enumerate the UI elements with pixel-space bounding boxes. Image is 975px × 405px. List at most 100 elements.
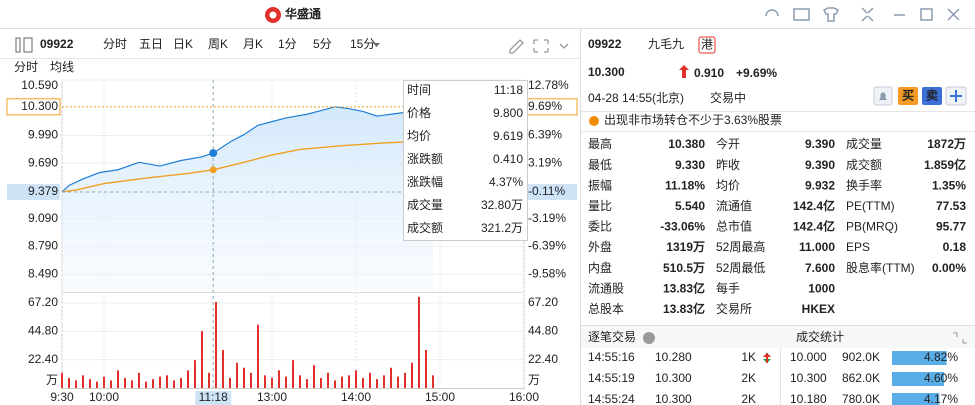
volume-bar	[292, 360, 294, 388]
period-tab[interactable]: 月K	[243, 37, 263, 51]
period-tab[interactable]: 1分	[278, 37, 297, 51]
stat-label: 总市值	[716, 219, 752, 234]
y-tick-label: 9.990	[28, 128, 58, 142]
volume-bar	[341, 376, 343, 388]
x-tick-label: 16:00	[509, 390, 539, 404]
trade-volume: 1K	[741, 350, 756, 364]
buy-button[interactable]	[898, 87, 918, 105]
stat-value: 9.390	[805, 158, 835, 172]
volume-bar	[390, 367, 392, 388]
logo-icon	[269, 11, 277, 19]
volume-tick-label: 22.40	[528, 352, 558, 366]
stat-label: 交易所	[716, 301, 752, 316]
stat-value: HKEX	[802, 302, 835, 316]
dist-price: 10.000	[790, 350, 827, 364]
legend-item[interactable]: 分时	[14, 60, 38, 74]
period-tab[interactable]: 周K	[208, 37, 228, 51]
sell-button[interactable]	[922, 87, 942, 105]
stat-label: 总股本	[588, 302, 624, 316]
volume-tick-label: 22.40	[28, 352, 58, 366]
market-badge	[698, 36, 716, 54]
volume-bar	[138, 372, 140, 388]
dist-bar	[892, 393, 940, 405]
tooltip-value: 321.2万	[481, 221, 523, 235]
quote-status: 交易中	[710, 90, 746, 105]
stat-value: 142.4亿	[793, 219, 835, 234]
x-tick-label: 14:00	[341, 390, 371, 404]
volume-bar	[68, 377, 70, 388]
maximize-icon[interactable]	[920, 8, 933, 21]
quote-change-pct: +9.69%	[736, 66, 777, 80]
volume-bar	[299, 375, 301, 388]
dist-volume: 862.0K	[842, 371, 880, 385]
panel-toggle[interactable]	[23, 37, 33, 53]
stat-value: 7.600	[805, 261, 835, 275]
volume-unit: 万	[46, 373, 58, 387]
expand-icon[interactable]	[953, 332, 967, 344]
stat-label: 每手	[716, 280, 740, 295]
period-tab[interactable]: 5分	[313, 37, 332, 51]
volume-bar	[264, 375, 266, 388]
collapse-icon[interactable]	[559, 43, 569, 49]
volume-bar	[285, 376, 287, 388]
stat-label: 换手率	[846, 177, 882, 192]
x-tick-label: 15:00	[425, 390, 455, 404]
volume-bar	[313, 365, 315, 388]
stat-value: 95.77	[936, 220, 966, 234]
trade-volume: 2K	[741, 371, 756, 385]
y-tick-label: 9.090	[28, 211, 58, 225]
period-tab[interactable]: 五日	[139, 37, 163, 51]
close-icon[interactable]	[947, 8, 960, 21]
volume-bar	[173, 380, 175, 388]
window-icons	[765, 7, 960, 22]
last-price-label: 10.300	[21, 99, 58, 113]
fullscreen-icon[interactable]	[533, 39, 549, 53]
volume-bar	[425, 350, 427, 388]
volume-tick-label: 67.20	[528, 295, 558, 309]
tooltip-value: 9.800	[493, 106, 523, 120]
volume-bar	[187, 370, 189, 388]
stat-value: 11.000	[799, 240, 835, 254]
volume-bar	[159, 376, 161, 388]
volume-tick-label: 44.80	[28, 323, 58, 337]
dropdown-arrow[interactable]	[373, 43, 380, 47]
x-tick-label: 13:00	[257, 390, 287, 404]
stat-label: 内盘	[588, 260, 612, 275]
volume-tick-label: 67.20	[28, 295, 58, 309]
period-tab[interactable]: 分时	[103, 37, 127, 51]
headset-icon[interactable]	[765, 9, 779, 17]
y2-tick-label: -6.39%	[528, 239, 566, 253]
crosshair-pct: -0.11%	[528, 184, 565, 198]
legend-item[interactable]: 均线	[50, 60, 74, 74]
stat-label: 最低	[588, 158, 612, 172]
period-tab[interactable]: 日K	[173, 37, 193, 51]
price-area	[62, 106, 433, 291]
stat-label: 52周最高	[716, 239, 765, 254]
trade-time: 14:55:19	[588, 371, 635, 385]
mail-icon[interactable]	[793, 8, 810, 21]
shirt-icon[interactable]	[822, 7, 840, 22]
volume-bar	[348, 375, 350, 388]
bell-icon	[879, 92, 887, 100]
y2-tick-label: -3.19%	[528, 211, 566, 225]
help-icon[interactable]	[643, 332, 655, 344]
stat-label: PB(MRQ)	[846, 220, 898, 234]
shrink-icon[interactable]	[861, 7, 874, 22]
stat-value: 9.390	[805, 137, 835, 151]
quote-time: 04-28 14:55(北京)	[588, 91, 684, 105]
draw-icon[interactable]	[509, 39, 524, 54]
tooltip-value: 32.80万	[481, 198, 523, 212]
volume-bar	[194, 360, 196, 388]
volume-bar	[243, 367, 245, 388]
volume-bar	[383, 375, 385, 388]
tooltip-value: 0.410	[493, 152, 523, 166]
volume-bar	[166, 375, 168, 388]
panel-toggle[interactable]	[15, 37, 21, 53]
stat-value: 510.5万	[663, 261, 705, 275]
period-tab[interactable]: 15分	[350, 37, 375, 51]
price-line	[61, 106, 434, 193]
stat-label: 流通股	[588, 281, 624, 295]
volume-bar	[152, 379, 154, 388]
dist-bar	[892, 372, 945, 386]
volume-bar	[250, 372, 252, 388]
